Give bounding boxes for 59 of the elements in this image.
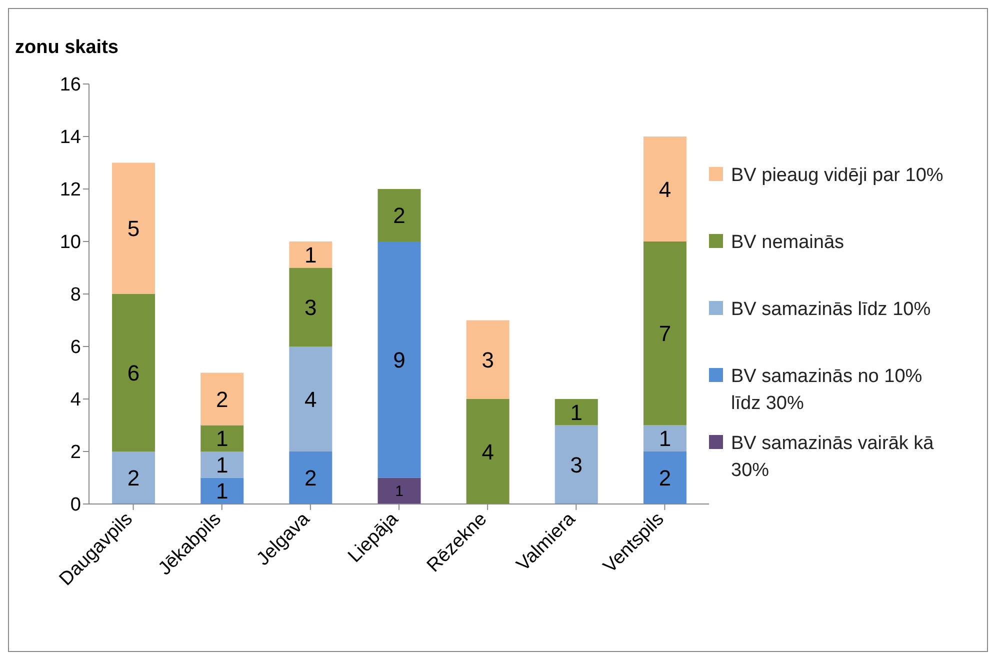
bar (112, 452, 156, 504)
data-label: 4 (482, 439, 494, 464)
y-tick-label: 14 (60, 127, 82, 148)
bar (200, 425, 244, 452)
y-tick-label: 12 (60, 180, 81, 201)
bar (554, 399, 598, 426)
data-label: 2 (393, 203, 406, 228)
data-label: 1 (216, 478, 228, 504)
bar (289, 452, 332, 504)
data-label: 6 (127, 360, 140, 386)
bar (289, 268, 332, 346)
data-label: 1 (304, 242, 317, 268)
data-label: 3 (570, 452, 583, 478)
y-tick-label: 0 (70, 494, 81, 516)
data-label: 2 (304, 466, 317, 491)
data-label: 1 (570, 400, 583, 425)
data-label: 4 (304, 386, 317, 412)
bar (378, 242, 421, 478)
bar (289, 242, 332, 268)
bar (643, 136, 686, 242)
bar (643, 425, 686, 452)
y-tick-label: 8 (70, 284, 81, 306)
bar (554, 425, 598, 504)
bar (200, 478, 244, 504)
bar (112, 294, 156, 452)
y-tick-label: 10 (60, 232, 81, 254)
data-label: 4 (658, 176, 672, 202)
data-label: 1 (395, 483, 404, 500)
bar (643, 452, 686, 504)
data-label: 9 (393, 347, 406, 372)
y-tick-label: 6 (70, 337, 81, 358)
data-label: 1 (658, 426, 672, 452)
legend-label: BV samazinās līdz 10% (731, 298, 931, 322)
data-label: 2 (127, 466, 140, 491)
bar (378, 189, 421, 242)
legend-label: BV samazinās no 10% līdz 30% (731, 364, 924, 416)
data-label: 2 (216, 386, 228, 412)
bar (200, 372, 244, 426)
bar (378, 478, 421, 504)
data-label: 3 (304, 294, 317, 320)
legend-label: BV samazinās vairāk kā 30% (731, 432, 935, 482)
legend-label: BV pieaug vidēji par 10% (731, 164, 944, 188)
bar (200, 452, 244, 478)
bar (466, 399, 510, 504)
bar (112, 162, 156, 294)
data-label: 5 (127, 216, 140, 242)
y-tick-label: 2 (70, 442, 81, 464)
data-label: 1 (216, 426, 228, 452)
y-axis-title: zonu skaits (15, 37, 118, 59)
data-label: 1 (216, 452, 228, 478)
y-tick-label: 4 (70, 390, 82, 411)
data-label: 2 (658, 466, 672, 491)
data-label: 7 (658, 321, 672, 346)
bar (643, 242, 686, 426)
bar (466, 320, 510, 399)
bar (289, 346, 332, 452)
data-label: 3 (482, 347, 494, 372)
legend-label: BV nemainās (731, 230, 844, 254)
y-tick-label: 16 (60, 74, 81, 96)
